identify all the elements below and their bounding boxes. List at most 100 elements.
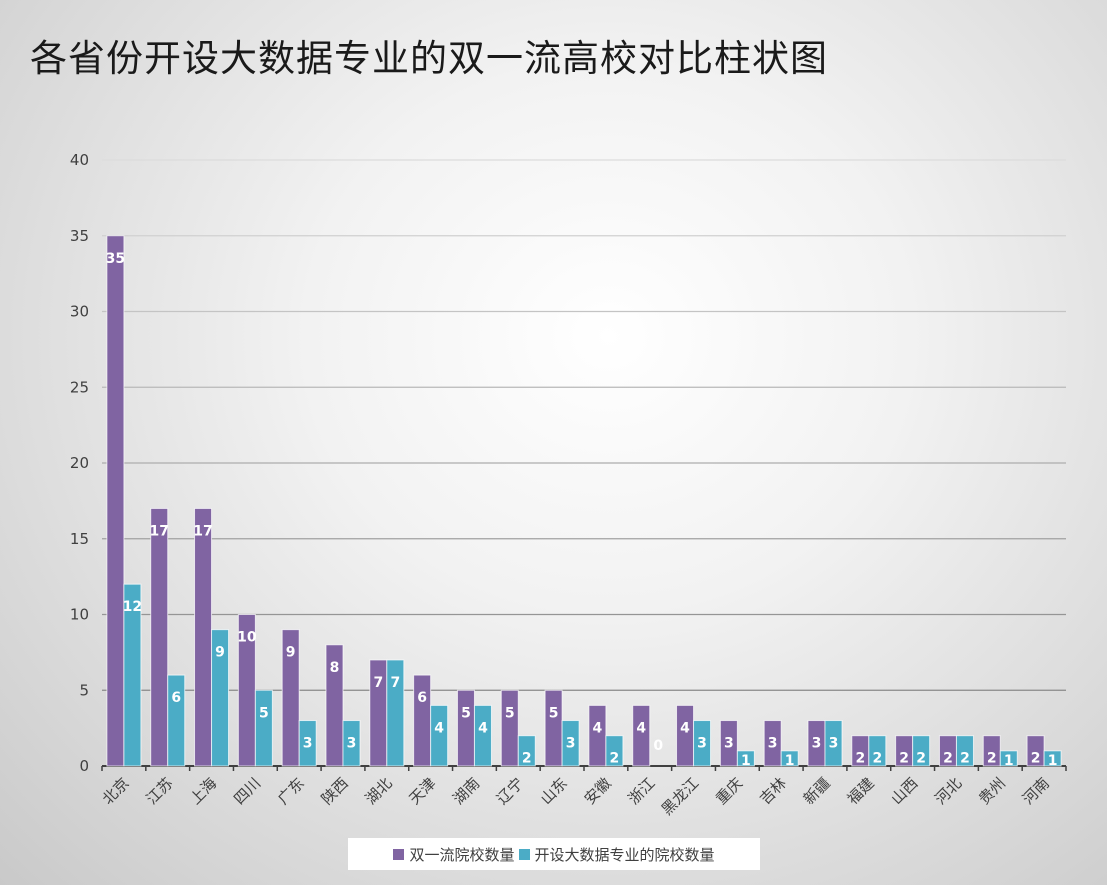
data-label-s1-9: 2 xyxy=(522,751,532,767)
x-tick-label-16: 新疆 xyxy=(800,774,834,808)
data-label-s0-7: 6 xyxy=(417,690,427,706)
x-tick-label-3: 四川 xyxy=(230,774,264,808)
data-label-s0-10: 5 xyxy=(549,705,559,721)
data-label-s1-18: 2 xyxy=(916,751,926,767)
y-tick-label-30: 30 xyxy=(70,303,89,321)
data-label-s0-20: 2 xyxy=(987,751,997,767)
bar-s1-13 xyxy=(693,720,712,767)
data-label-s0-1: 17 xyxy=(149,523,168,539)
bar-s1-9 xyxy=(517,735,536,767)
legend-label-series-1: 开设大数据专业的院校数量 xyxy=(534,845,715,864)
x-tick-label-2: 上海 xyxy=(186,774,220,808)
data-label-s0-5: 8 xyxy=(330,660,340,676)
x-tick-label-11: 安徽 xyxy=(581,774,615,808)
bar-s1-19 xyxy=(955,735,974,767)
data-label-s1-13: 3 xyxy=(697,736,707,752)
data-label-s1-19: 2 xyxy=(960,751,970,767)
bar-s1-20 xyxy=(999,750,1018,767)
data-label-s1-4: 3 xyxy=(303,736,313,752)
data-label-s0-8: 5 xyxy=(461,705,471,721)
y-tick-label-20: 20 xyxy=(70,454,89,472)
data-label-s0-6: 7 xyxy=(373,675,383,691)
x-tick-label-7: 天津 xyxy=(406,774,440,808)
bar-s1-6 xyxy=(386,659,405,767)
data-label-s1-10: 3 xyxy=(566,736,576,752)
x-tick-label-13: 黑龙江 xyxy=(658,774,703,819)
x-tick-label-4: 广东 xyxy=(274,774,308,808)
data-label-s1-6: 7 xyxy=(390,675,400,691)
data-label-s0-18: 2 xyxy=(899,751,909,767)
y-tick-label-15: 15 xyxy=(70,530,89,548)
data-label-s0-3: 10 xyxy=(237,630,257,646)
data-label-s1-1: 6 xyxy=(171,690,181,706)
bar-s1-0 xyxy=(123,583,142,767)
data-label-s1-3: 5 xyxy=(259,705,269,721)
bar-s1-16 xyxy=(824,720,843,767)
legend-swatch-series-1 xyxy=(518,848,530,860)
bar-s0-2 xyxy=(194,507,213,767)
x-tick-label-1: 江苏 xyxy=(143,774,177,808)
legend-label-series-0: 双一流院校数量 xyxy=(409,845,515,864)
data-label-s1-17: 2 xyxy=(872,751,882,767)
bar-s0-7 xyxy=(413,674,432,767)
x-tick-label-6: 湖北 xyxy=(362,774,396,808)
data-label-s1-8: 4 xyxy=(478,720,488,736)
data-label-s1-15: 1 xyxy=(785,753,795,769)
y-tick-label-5: 5 xyxy=(79,681,89,699)
data-label-s1-20: 1 xyxy=(1004,753,1014,769)
data-label-s1-16: 3 xyxy=(829,736,839,752)
legend-swatch-series-0 xyxy=(393,848,405,860)
bar-s1-18 xyxy=(912,735,931,767)
y-tick-label-0: 0 xyxy=(79,757,89,775)
data-label-s0-21: 2 xyxy=(1031,751,1041,767)
bar-s0-14 xyxy=(719,720,738,767)
legend-item-series-1: 开设大数据专业的院校数量 xyxy=(518,844,715,865)
bar-s1-4 xyxy=(298,720,317,767)
data-label-s0-0: 35 xyxy=(106,251,125,267)
x-tick-label-5: 陕西 xyxy=(318,774,352,808)
data-label-s1-7: 4 xyxy=(434,720,444,736)
data-label-s0-15: 3 xyxy=(768,736,778,752)
bar-s1-7 xyxy=(430,704,449,767)
data-label-s0-12: 4 xyxy=(636,720,646,736)
x-tick-label-9: 辽宁 xyxy=(493,774,527,808)
bar-s1-17 xyxy=(868,735,887,767)
bar-s0-5 xyxy=(325,644,344,767)
data-label-s0-11: 4 xyxy=(593,720,603,736)
bar-s1-5 xyxy=(342,720,361,767)
bar-s0-0 xyxy=(106,235,125,767)
data-label-s0-13: 4 xyxy=(680,720,690,736)
bar-s1-1 xyxy=(167,674,186,767)
bar-s1-8 xyxy=(473,704,492,767)
data-label-s0-16: 3 xyxy=(812,736,822,752)
bar-s0-12 xyxy=(632,704,651,767)
data-label-s1-2: 9 xyxy=(215,645,225,661)
x-tick-label-21: 河南 xyxy=(1019,774,1053,808)
data-label-s1-0: 12 xyxy=(123,599,142,615)
y-tick-label-25: 25 xyxy=(70,378,89,396)
legend: 双一流院校数量 开设大数据专业的院校数量 xyxy=(348,838,760,870)
data-label-s1-5: 3 xyxy=(347,736,357,752)
y-tick-label-10: 10 xyxy=(70,606,89,624)
data-label-s0-14: 3 xyxy=(724,736,734,752)
bar-s0-9 xyxy=(500,689,519,767)
x-tick-label-15: 吉林 xyxy=(756,774,790,808)
x-tick-label-0: 北京 xyxy=(99,774,133,808)
bar-s1-21 xyxy=(1043,750,1062,767)
x-tick-label-17: 福建 xyxy=(844,774,878,808)
bar-s1-2 xyxy=(211,629,230,767)
legend-item-series-0: 双一流院校数量 xyxy=(393,844,515,865)
bar-s1-10 xyxy=(561,720,580,767)
x-tick-label-20: 贵州 xyxy=(975,774,1009,808)
x-tick-label-14: 重庆 xyxy=(712,774,746,808)
y-tick-label-35: 35 xyxy=(70,227,89,245)
data-label-s1-12: 0 xyxy=(653,738,663,754)
bar-s0-15 xyxy=(763,720,782,767)
data-label-s1-21: 1 xyxy=(1048,753,1058,769)
bar-s0-1 xyxy=(150,507,169,767)
y-tick-label-40: 40 xyxy=(70,151,89,169)
bar-s1-15 xyxy=(780,750,799,767)
data-label-s0-17: 2 xyxy=(855,751,865,767)
